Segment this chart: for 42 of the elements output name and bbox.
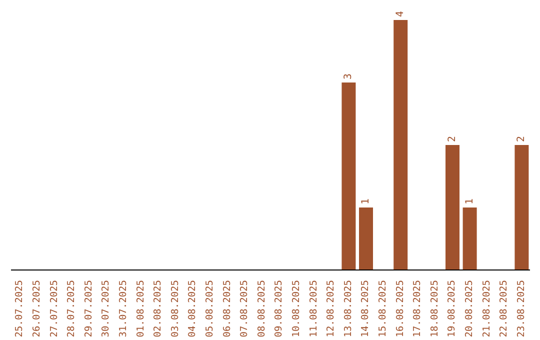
x-tick-label: 08.08.2025 (256, 280, 268, 338)
data-label: 2 (447, 136, 458, 142)
x-tick-label: 05.08.2025 (204, 280, 216, 338)
x-tick-label: 23.08.2025 (516, 280, 527, 338)
x-tick-label: 02.08.2025 (152, 280, 164, 338)
x-tick-label: 25.07.2025 (14, 280, 26, 338)
x-tick-label: 07.08.2025 (239, 280, 250, 338)
x-tick-label: 29.07.2025 (83, 280, 94, 338)
bar (446, 145, 460, 270)
data-label: 2 (516, 136, 528, 142)
x-tick-label: 12.08.2025 (326, 280, 337, 338)
x-tick-label: 26.07.2025 (31, 280, 42, 338)
x-tick-label: 28.07.2025 (66, 280, 78, 338)
x-tick-label: 09.08.2025 (274, 280, 285, 338)
x-tick-label: 31.07.2025 (118, 280, 129, 338)
x-tick-label: 27.07.2025 (48, 280, 60, 338)
x-tick-label: 16.08.2025 (394, 280, 406, 338)
x-tick-label: 15.08.2025 (377, 280, 388, 338)
x-tick-label: 22.08.2025 (498, 280, 510, 338)
x-tick-label: 11.08.2025 (308, 280, 320, 338)
data-label: 3 (343, 73, 354, 80)
data-label: 1 (360, 198, 372, 204)
x-tick-label: 30.07.2025 (100, 280, 112, 338)
x-tick-label: 17.08.2025 (412, 280, 424, 338)
data-label: 1 (464, 198, 476, 204)
bar (514, 145, 529, 270)
x-tick-label: 10.08.2025 (290, 280, 302, 338)
data-label: 4 (395, 10, 406, 17)
bar (342, 82, 356, 270)
x-tick-label: 03.08.2025 (170, 280, 181, 338)
x-tick-label: 01.08.2025 (135, 280, 146, 338)
x-tick-label: 18.08.2025 (429, 280, 440, 338)
x-tick-label: 14.08.2025 (360, 280, 372, 338)
x-tick-label: 21.08.2025 (481, 280, 492, 338)
x-tick-label: 20.08.2025 (464, 280, 475, 338)
x-tick-label: 06.08.2025 (222, 280, 233, 338)
x-tick-label: 13.08.2025 (342, 280, 354, 338)
x-tick-label: 04.08.2025 (187, 280, 198, 338)
bar (462, 208, 477, 270)
x-tick-label: 19.08.2025 (446, 280, 458, 338)
bar (394, 20, 408, 270)
bar (359, 208, 373, 270)
